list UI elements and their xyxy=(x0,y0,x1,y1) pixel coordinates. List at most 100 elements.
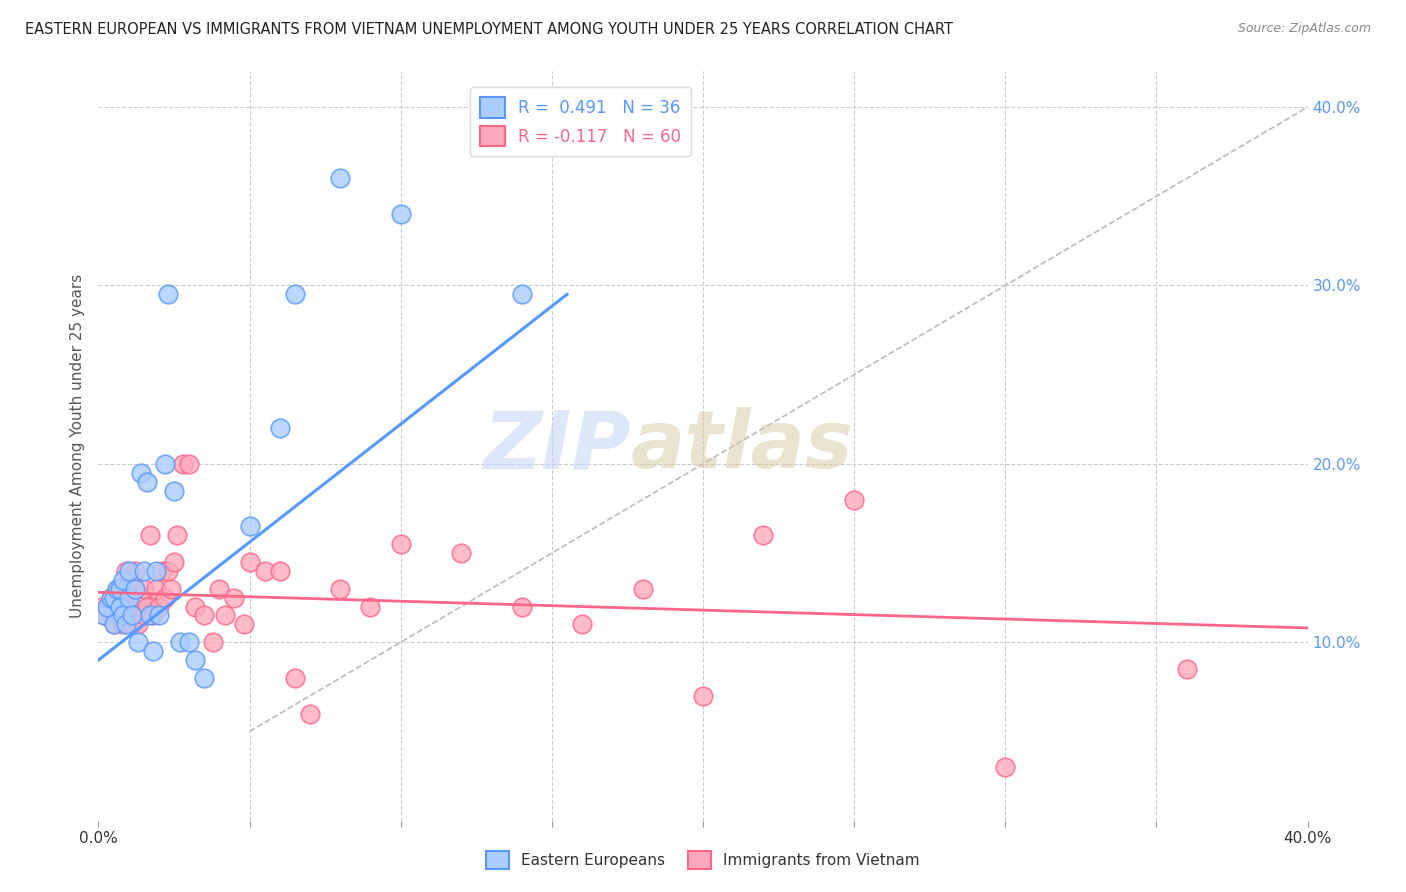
Point xyxy=(692,689,714,703)
Point xyxy=(93,608,115,623)
Point xyxy=(139,608,162,623)
Point xyxy=(184,599,207,614)
Point xyxy=(108,582,131,596)
Point xyxy=(135,475,157,489)
Point xyxy=(114,599,136,614)
Point xyxy=(111,617,134,632)
Point xyxy=(214,608,236,623)
Point xyxy=(202,635,225,649)
Point xyxy=(100,591,122,605)
Point xyxy=(132,582,155,596)
Point xyxy=(329,171,352,186)
Point xyxy=(103,617,125,632)
Point xyxy=(142,644,165,658)
Point xyxy=(360,599,382,614)
Point xyxy=(389,537,412,551)
Point xyxy=(100,591,122,605)
Point xyxy=(118,591,141,605)
Point xyxy=(105,582,128,596)
Point xyxy=(156,564,179,578)
Point xyxy=(184,653,207,667)
Point xyxy=(103,591,125,605)
Point xyxy=(153,591,176,605)
Legend: Eastern Europeans, Immigrants from Vietnam: Eastern Europeans, Immigrants from Vietn… xyxy=(479,845,927,875)
Point xyxy=(284,287,307,301)
Point xyxy=(193,671,215,685)
Point xyxy=(124,582,146,596)
Point xyxy=(90,599,112,614)
Point xyxy=(111,573,134,587)
Point xyxy=(96,599,118,614)
Point xyxy=(299,706,322,721)
Point xyxy=(121,608,143,623)
Point xyxy=(994,760,1017,774)
Point xyxy=(179,457,201,471)
Point xyxy=(129,466,152,480)
Point xyxy=(129,591,152,605)
Point xyxy=(127,635,149,649)
Point xyxy=(1175,662,1198,676)
Point xyxy=(105,608,128,623)
Text: atlas: atlas xyxy=(630,407,853,485)
Point xyxy=(108,599,131,614)
Point xyxy=(239,555,262,569)
Point xyxy=(124,564,146,578)
Point xyxy=(631,582,654,596)
Point xyxy=(145,582,167,596)
Text: Source: ZipAtlas.com: Source: ZipAtlas.com xyxy=(1237,22,1371,36)
Y-axis label: Unemployment Among Youth under 25 years: Unemployment Among Youth under 25 years xyxy=(69,274,84,618)
Point xyxy=(329,582,352,596)
Point xyxy=(93,608,115,623)
Point xyxy=(450,546,472,560)
Point xyxy=(284,671,307,685)
Point xyxy=(114,617,136,632)
Point xyxy=(118,564,141,578)
Point xyxy=(111,608,134,623)
Point xyxy=(166,528,188,542)
Point xyxy=(269,421,291,435)
Point xyxy=(269,564,291,578)
Point xyxy=(844,492,866,507)
Point xyxy=(105,582,128,596)
Point xyxy=(135,599,157,614)
Point xyxy=(752,528,775,542)
Point xyxy=(103,591,125,605)
Text: ZIP: ZIP xyxy=(484,407,630,485)
Point xyxy=(121,617,143,632)
Point xyxy=(239,519,262,533)
Point xyxy=(148,608,170,623)
Point xyxy=(139,528,162,542)
Point xyxy=(142,608,165,623)
Point xyxy=(160,582,183,596)
Point xyxy=(224,591,246,605)
Point xyxy=(156,287,179,301)
Point xyxy=(132,564,155,578)
Point xyxy=(163,483,186,498)
Point xyxy=(208,582,231,596)
Point xyxy=(127,617,149,632)
Point xyxy=(111,582,134,596)
Point xyxy=(118,591,141,605)
Point xyxy=(163,555,186,569)
Point xyxy=(108,599,131,614)
Point xyxy=(389,207,412,221)
Point xyxy=(232,617,254,632)
Point xyxy=(148,599,170,614)
Point xyxy=(150,564,173,578)
Point xyxy=(132,608,155,623)
Point xyxy=(193,608,215,623)
Point xyxy=(145,564,167,578)
Point xyxy=(118,608,141,623)
Point xyxy=(172,457,194,471)
Point xyxy=(96,599,118,614)
Point xyxy=(103,617,125,632)
Legend: R =  0.491   N = 36, R = -0.117   N = 60: R = 0.491 N = 36, R = -0.117 N = 60 xyxy=(470,87,690,156)
Point xyxy=(510,599,533,614)
Point xyxy=(114,564,136,578)
Point xyxy=(571,617,593,632)
Point xyxy=(108,582,131,596)
Point xyxy=(179,635,201,649)
Point xyxy=(510,287,533,301)
Point xyxy=(153,457,176,471)
Point xyxy=(124,582,146,596)
